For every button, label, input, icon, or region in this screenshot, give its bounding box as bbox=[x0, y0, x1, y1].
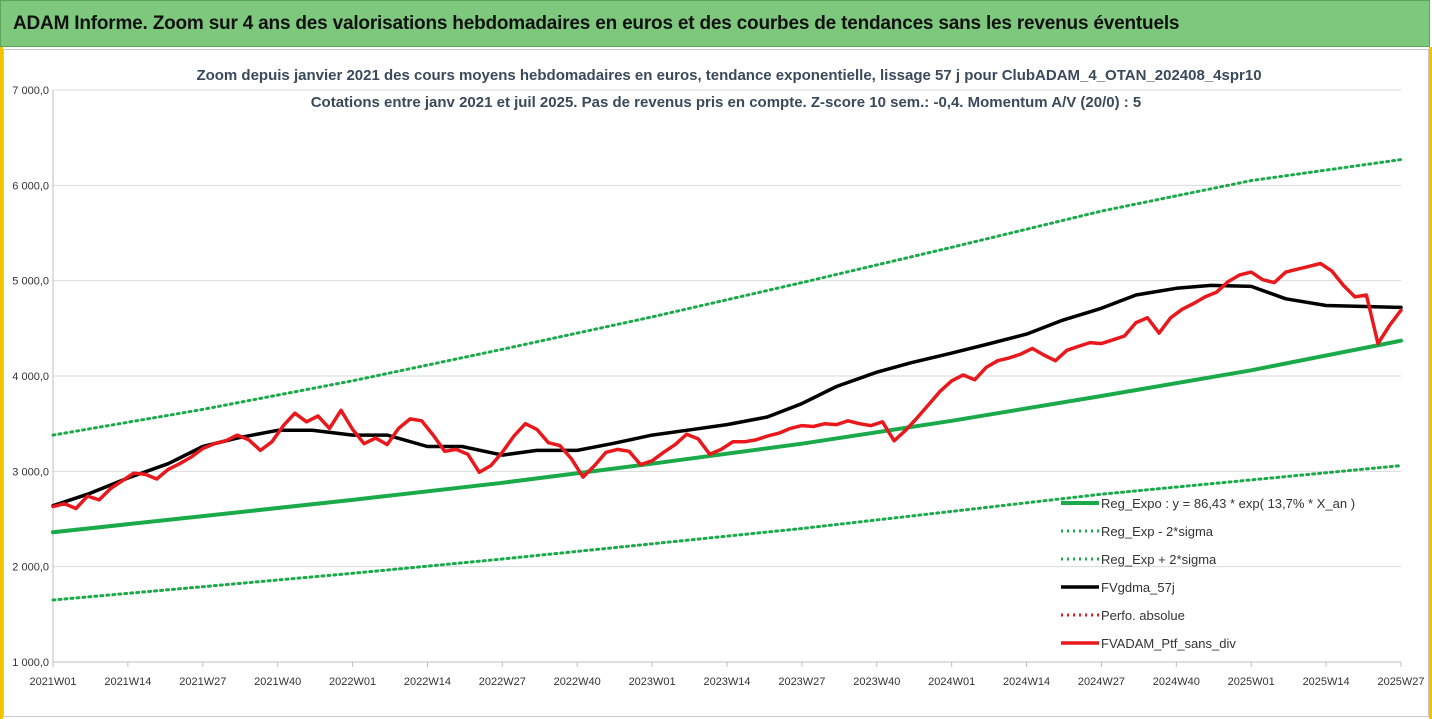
x-tick-label: 2023W01 bbox=[629, 676, 676, 688]
x-tick-label: 2021W27 bbox=[179, 676, 226, 688]
chart-title: Zoom depuis janvier 2021 des cours moyen… bbox=[196, 67, 1261, 84]
x-tick-label: 2021W40 bbox=[254, 676, 301, 688]
y-tick-label: 5 000,0 bbox=[12, 276, 49, 288]
y-tick-label: 7 000,0 bbox=[12, 85, 49, 97]
line-chart: Zoom depuis janvier 2021 des cours moyen… bbox=[12, 67, 1425, 688]
series-line-1 bbox=[51, 464, 1403, 602]
chart-frame: Zoom depuis janvier 2021 des cours moyen… bbox=[3, 49, 1429, 717]
x-tick-label: 2023W27 bbox=[778, 676, 825, 688]
series-line-2 bbox=[51, 158, 1403, 437]
y-tick-label: 4 000,0 bbox=[12, 371, 49, 383]
legend-label: Reg_Expo : y = 86,43 * exp( 13,7% * X_an… bbox=[1101, 496, 1355, 511]
x-tick-label: 2024W14 bbox=[1003, 676, 1050, 688]
legend-label: Reg_Exp - 2*sigma bbox=[1101, 524, 1214, 539]
report-title: ADAM Informe. Zoom sur 4 ans des valoris… bbox=[13, 12, 1180, 34]
x-tick-label: 2025W01 bbox=[1228, 676, 1275, 688]
legend-label: Perfo. absolue bbox=[1101, 608, 1185, 623]
series-line-3 bbox=[51, 283, 1403, 508]
x-tick-label: 2022W14 bbox=[404, 676, 451, 688]
y-tick-label: 2 000,0 bbox=[12, 562, 49, 574]
y-tick-label: 1 000,0 bbox=[12, 657, 49, 669]
x-tick-label: 2023W14 bbox=[703, 676, 750, 688]
x-tick-label: 2022W01 bbox=[329, 676, 376, 688]
x-tick-label: 2021W01 bbox=[29, 676, 76, 688]
x-axis: 2021W01 2021W14 2021W27 2021W40 2022W01 2022W… bbox=[29, 662, 1425, 688]
x-tick-label: 2025W14 bbox=[1303, 676, 1350, 688]
gridlines bbox=[53, 89, 1401, 663]
y-tick-label: 6 000,0 bbox=[12, 180, 49, 192]
legend-label: FVgdma_57j bbox=[1101, 580, 1175, 595]
legend-label: Reg_Exp + 2*sigma bbox=[1101, 552, 1217, 567]
right-accent-bar bbox=[1429, 47, 1432, 719]
x-tick-label: 2023W40 bbox=[853, 676, 900, 688]
series-line-5 bbox=[51, 261, 1403, 511]
y-tick-label: 3 000,0 bbox=[12, 466, 49, 478]
y-axis: 1 000,0 2 000,0 3 000,0 4 000,0 5 000,0 6 000… bbox=[12, 85, 1401, 669]
x-tick-label: 2024W40 bbox=[1153, 676, 1200, 688]
series-line-0 bbox=[51, 338, 1403, 535]
x-tick-label: 2025W27 bbox=[1377, 676, 1424, 688]
left-accent-bar bbox=[0, 47, 3, 719]
x-tick-label: 2024W27 bbox=[1078, 676, 1125, 688]
x-tick-label: 2022W40 bbox=[554, 676, 601, 688]
x-tick-label: 2021W14 bbox=[104, 676, 151, 688]
x-tick-label: 2022W27 bbox=[479, 676, 526, 688]
series-group bbox=[51, 158, 1403, 602]
x-tick-label: 2024W01 bbox=[928, 676, 975, 688]
chart-subtitle: Cotations entre janv 2021 et juil 2025. … bbox=[311, 94, 1142, 111]
report-banner: ADAM Informe. Zoom sur 4 ans des valoris… bbox=[0, 0, 1430, 47]
legend-label: FVADAM_Ptf_sans_div bbox=[1101, 636, 1236, 651]
legend: Reg_Expo : y = 86,43 * exp( 13,7% * X_an… bbox=[1061, 496, 1355, 651]
